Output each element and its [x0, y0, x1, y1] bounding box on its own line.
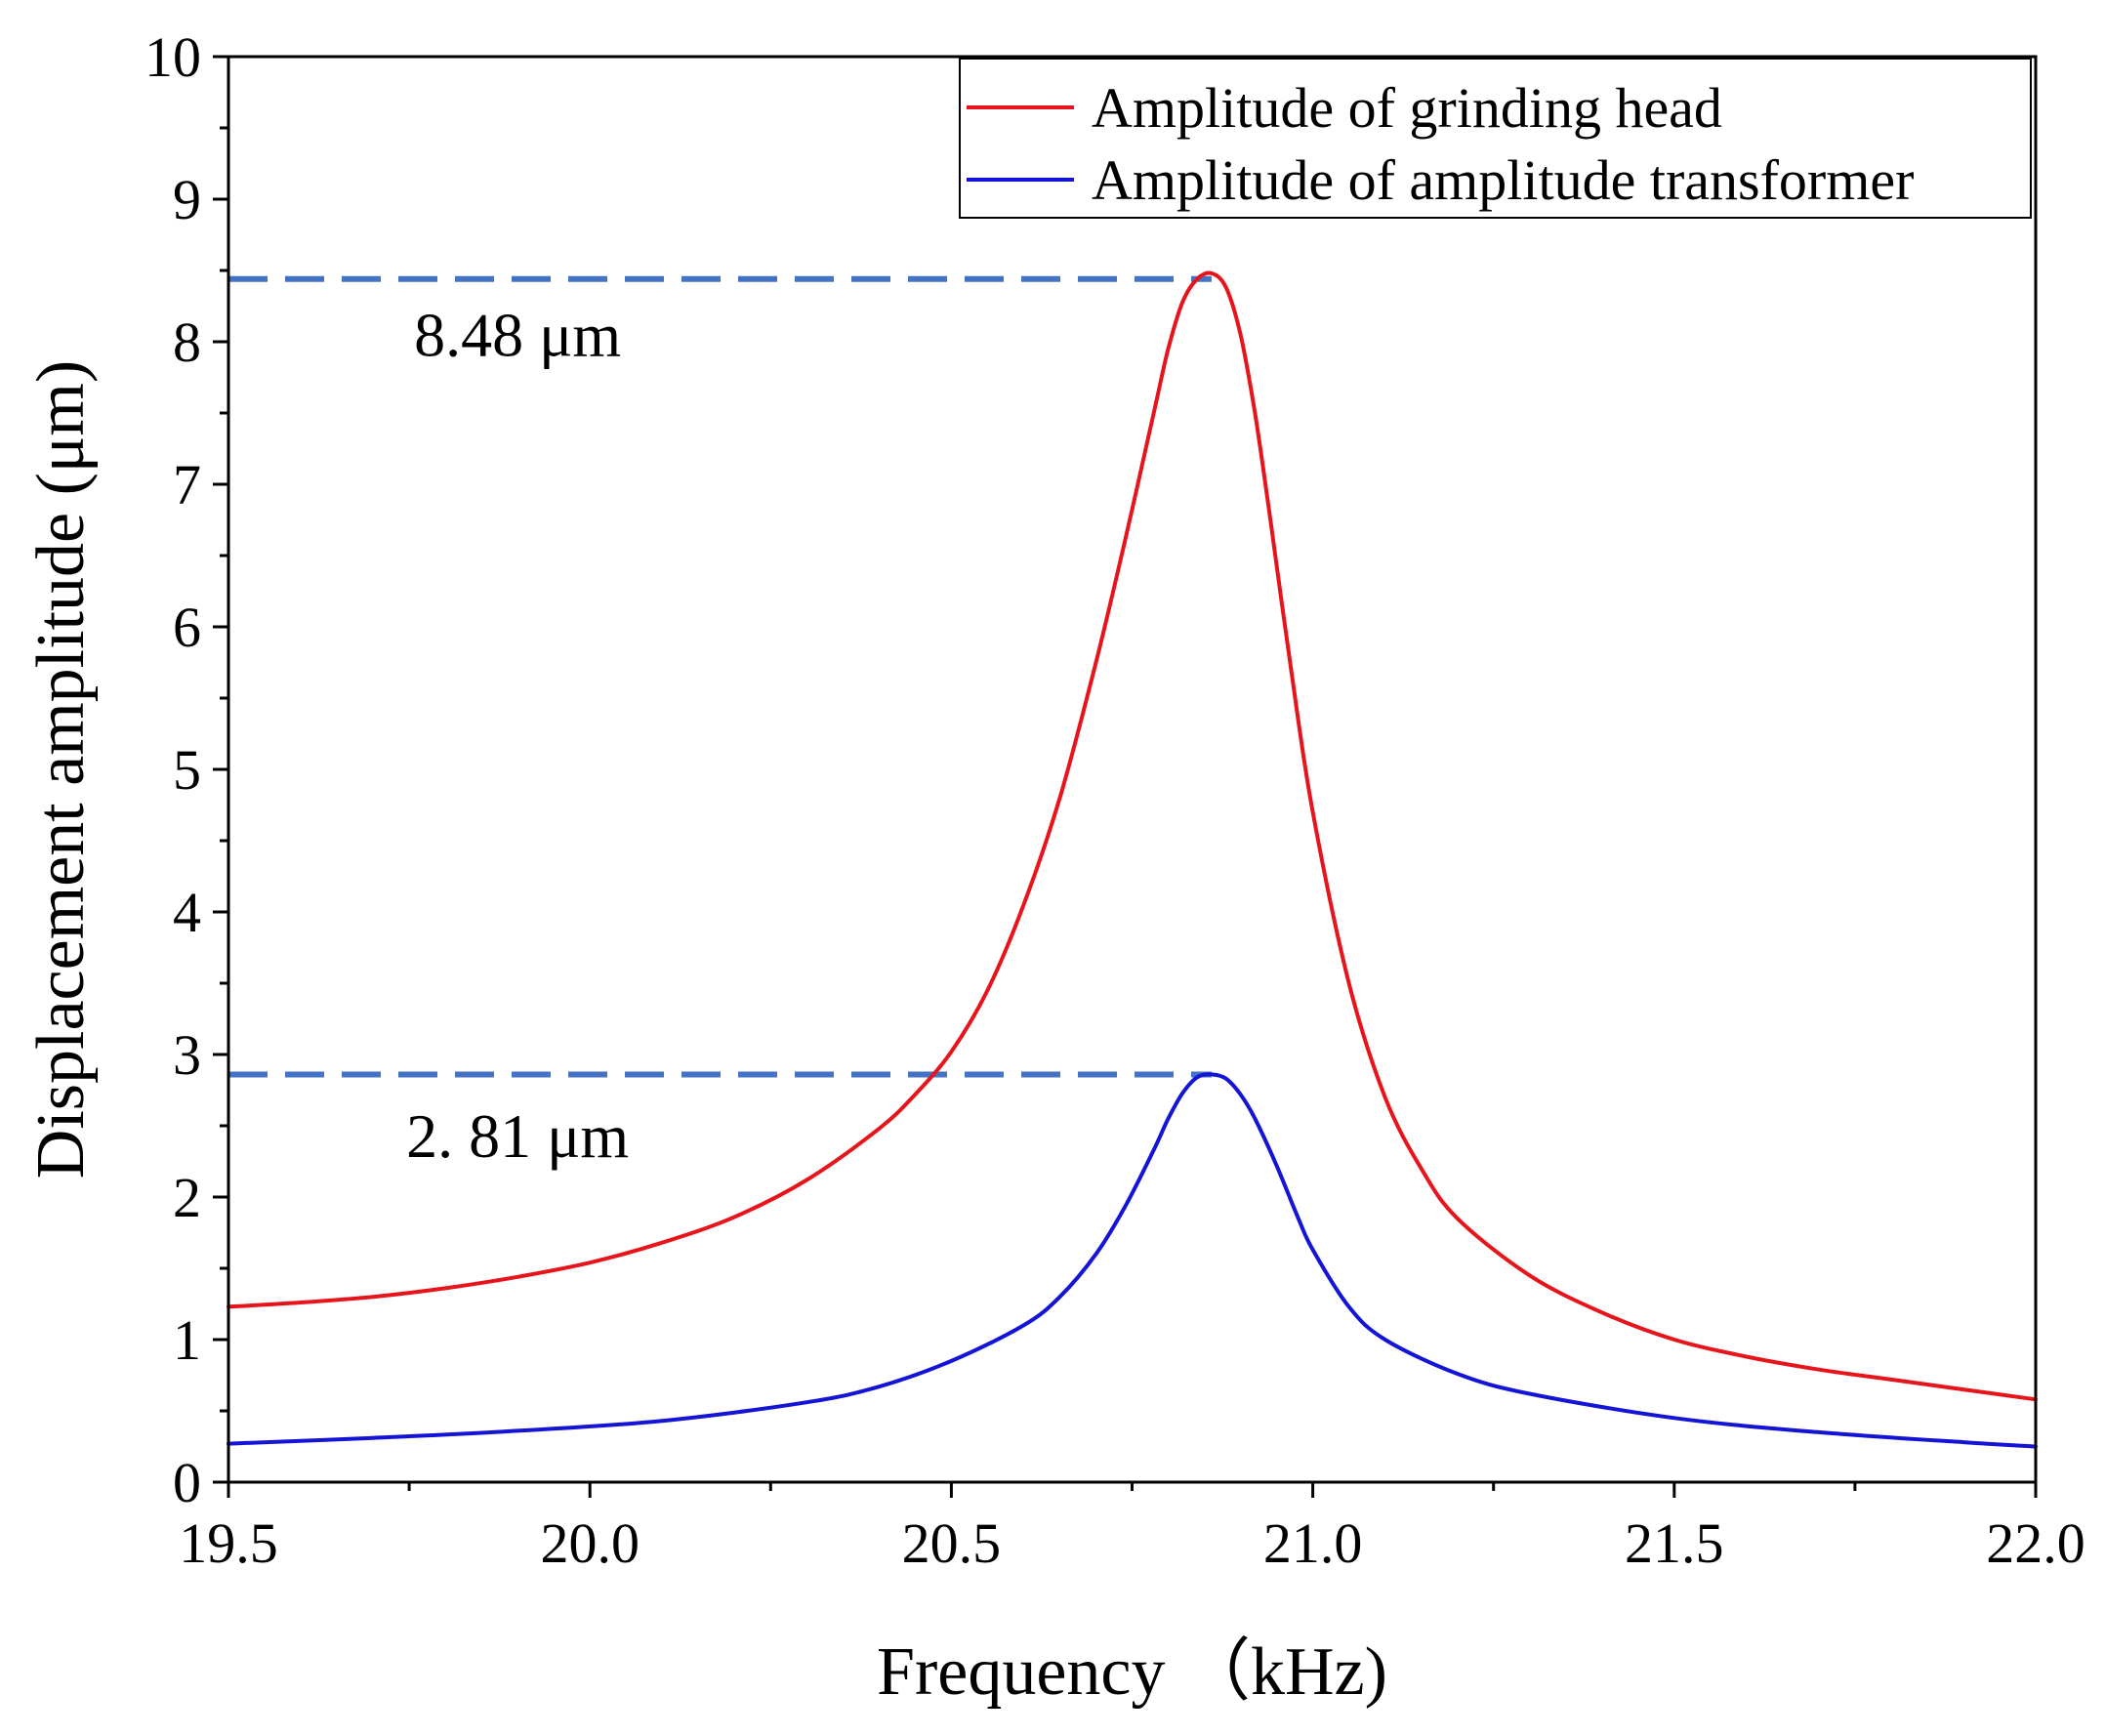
y-tick-label: 4 — [173, 881, 201, 944]
x-tick-label: 19.5 — [179, 1511, 278, 1575]
plot-area-frame — [227, 55, 2038, 1484]
y-tick-label: 3 — [173, 1023, 201, 1087]
legend-label: Amplitude of grinding head — [1092, 76, 1722, 140]
x-axis-title: Frequency （kHz) — [877, 1634, 1387, 1710]
reference-labels: 8.48 μm 2. 81 μm — [406, 301, 629, 1172]
x-tick-label: 20.5 — [902, 1511, 1002, 1575]
reference-lines — [228, 275, 1212, 1078]
y-tick-label: 6 — [173, 596, 201, 659]
y-tick-label: 10 — [144, 25, 201, 89]
y-tick-label: 8 — [173, 310, 201, 374]
peak-annotation: 8.48 μm — [414, 301, 621, 370]
peak-annotation: 2. 81 μm — [406, 1101, 629, 1171]
x-tick-label: 21.5 — [1625, 1511, 1724, 1575]
legend-box — [959, 58, 2032, 219]
legend: Amplitude of grinding head Amplitude of a… — [959, 58, 2032, 219]
series-line-1 — [227, 270, 2038, 1402]
x-tick-label: 22.0 — [1986, 1511, 2085, 1575]
x-axis: 19.5 20.0 20.5 21.0 21.5 22.0 — [179, 1482, 2085, 1575]
y-tick-label: 7 — [173, 453, 201, 517]
x-tick-label: 21.0 — [1263, 1511, 1363, 1575]
y-tick-label: 9 — [173, 168, 201, 231]
x-tick-label: 20.0 — [540, 1511, 640, 1575]
y-tick-label: 5 — [173, 738, 201, 802]
y-tick-label: 0 — [173, 1451, 201, 1514]
series-line-2 — [227, 1072, 2038, 1449]
y-tick-label: 2 — [173, 1166, 201, 1229]
series-layer — [227, 270, 2038, 1449]
y-tick-label: 1 — [173, 1308, 201, 1372]
y-axis: 0 1 2 3 4 5 6 7 8 9 10 — [144, 25, 228, 1514]
legend-label: Amplitude of amplitude transformer — [1092, 148, 1914, 212]
y-axis-title: Displacement amplitude (μm) — [23, 360, 99, 1178]
